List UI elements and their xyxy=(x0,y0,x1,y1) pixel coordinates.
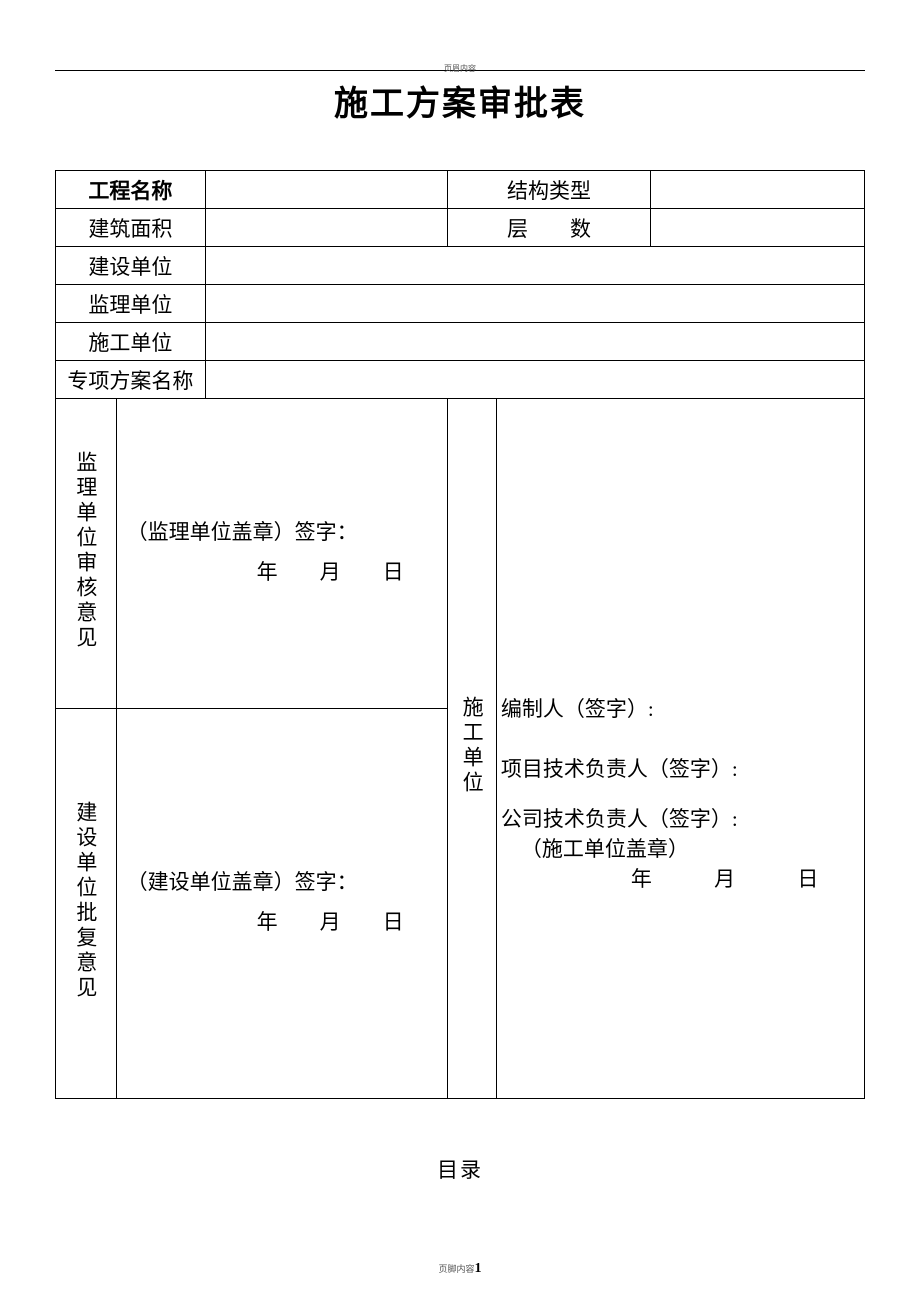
preparer-label: 编制人（签字）: xyxy=(501,697,654,721)
supervision-stamp-text: （监理单位盖章）签字： xyxy=(127,513,444,553)
label-supervision-unit: 监理单位 xyxy=(56,285,206,323)
value-building-area xyxy=(205,209,448,247)
footer-label: 页脚内容 xyxy=(438,1264,474,1274)
approval-form-table: 工程名称 结构类型 建筑面积 层 数 建设单位 监理单位 施工单位 专项方案名称 xyxy=(55,170,865,1099)
label-project-name: 工程名称 xyxy=(56,171,206,209)
table-row: 建设单位 xyxy=(56,247,865,285)
owner-date-text: 年 月 日 xyxy=(257,910,404,934)
supervision-date-text: 年 月 日 xyxy=(257,560,404,584)
company-tech-lead-label: 公司技术负责人（签字）: xyxy=(501,807,738,831)
label-contractor: 施工单位 xyxy=(56,323,206,361)
label-construction-owner: 建设单位 xyxy=(56,247,206,285)
owner-signature-area: （建设单位盖章）签字： 年 月 日 xyxy=(116,709,448,1099)
label-floor-count: 层 数 xyxy=(448,209,650,247)
table-row: 工程名称 结构类型 xyxy=(56,171,865,209)
label-building-area: 建筑面积 xyxy=(56,209,206,247)
value-construction-owner xyxy=(205,247,864,285)
header-mark: 页眉内容 xyxy=(444,63,476,74)
page-footer: 页脚内容1 xyxy=(0,1261,920,1277)
label-special-plan-name: 专项方案名称 xyxy=(56,361,206,399)
page-number: 1 xyxy=(475,1261,482,1276)
value-contractor xyxy=(205,323,864,361)
label-structure-type: 结构类型 xyxy=(448,171,650,209)
value-project-name xyxy=(205,171,448,209)
header-rule: 页眉内容 xyxy=(55,70,865,71)
project-tech-lead-label: 项目技术负责人（签字）: xyxy=(501,757,738,781)
value-special-plan-name xyxy=(205,361,864,399)
value-floor-count xyxy=(650,209,864,247)
label-supervision-opinion: 监理单位审核意见 xyxy=(56,399,117,709)
table-row: 专项方案名称 xyxy=(56,361,865,399)
value-supervision-unit xyxy=(205,285,864,323)
table-row: 施工单位 xyxy=(56,323,865,361)
constructor-signature-area: 编制人（签字）: 项目技术负责人（签字）: 公司技术负责人（签字）: （施工单位… xyxy=(496,399,864,1099)
constructor-date-text: 年 月 日 xyxy=(501,863,864,893)
page-title: 施工方案审批表 xyxy=(55,76,865,125)
toc-heading: 目录 xyxy=(55,1154,865,1184)
value-structure-type xyxy=(650,171,864,209)
table-row: 监理单位 xyxy=(56,285,865,323)
supervision-signature-area: （监理单位盖章）签字： 年 月 日 xyxy=(116,399,448,709)
table-row: 建筑面积 层 数 xyxy=(56,209,865,247)
constructor-stamp-text: （施工单位盖章） xyxy=(501,833,864,863)
owner-stamp-text: （建设单位盖章）签字： xyxy=(127,863,444,903)
label-constructor-unit: 施工单位 xyxy=(448,399,497,1099)
label-owner-opinion: 建设单位批复意见 xyxy=(56,709,117,1099)
table-row: 监理单位审核意见 （监理单位盖章）签字： 年 月 日 施工单位 编制人（签字）: xyxy=(56,399,865,709)
